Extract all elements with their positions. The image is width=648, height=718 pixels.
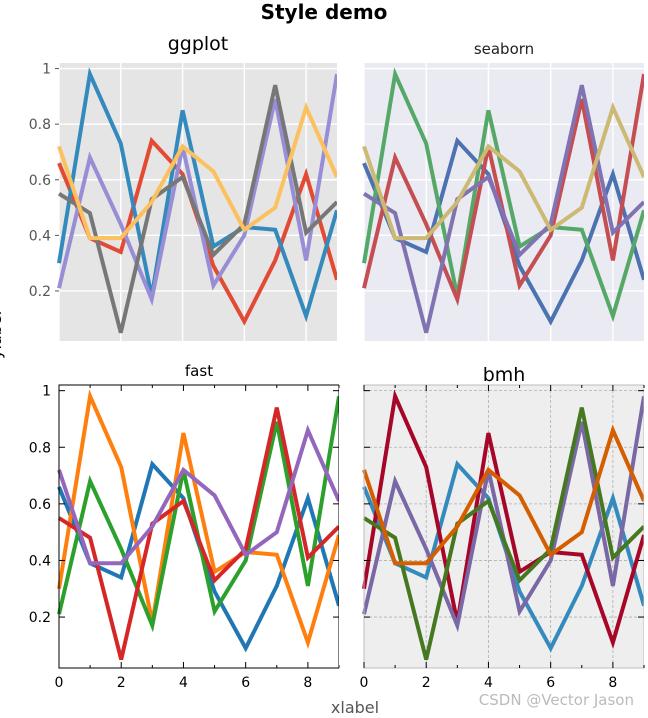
x-tick-label: 6 (241, 675, 250, 691)
series-line-2 (362, 67, 646, 323)
y-tick-label: 0.6 (29, 173, 51, 189)
subplot-title: ggplot (168, 33, 229, 55)
clip-mask (644, 61, 648, 343)
figure-title: Style demo (260, 0, 388, 24)
x-tick-label: 8 (303, 675, 312, 691)
series-line-5 (57, 101, 339, 241)
subplot-seaborn: seaborn (362, 40, 648, 343)
y-tick-label: 1 (42, 384, 51, 400)
series-line-5 (362, 101, 646, 241)
subplot-title: bmh (483, 364, 526, 386)
x-tick-label: 2 (422, 675, 431, 691)
subplot-fast: 0.2 0.4 0.6 0.8 1 0 2 4 6 8 fast (29, 362, 343, 691)
x-tick-label: 4 (179, 675, 188, 691)
subplot-title: seaborn (474, 40, 534, 58)
y-tick-label: 0.8 (29, 117, 51, 133)
y-tick-label: 1 (42, 62, 51, 78)
clip-mask (339, 383, 343, 670)
series-line-5 (362, 424, 646, 566)
x-tick-label: 4 (484, 675, 493, 691)
y-tick-label: 0.8 (29, 440, 51, 456)
subplot-ggplot: 0.2 0.4 0.6 0.8 1 ggplot (29, 33, 341, 343)
y-tick-label: 0.2 (29, 284, 51, 300)
series-line-2 (57, 389, 341, 650)
watermark: CSDN @Vector Jason (478, 691, 634, 709)
subplot-bmh: 0 2 4 6 8 bmh (360, 364, 648, 691)
x-axis-label: xlabel (330, 698, 380, 717)
y-tick-label: 0.4 (29, 228, 51, 244)
x-tick-label: 8 (608, 675, 617, 691)
x-tick-label: 2 (117, 675, 126, 691)
series-line-5 (57, 424, 341, 566)
x-tick-label: 0 (55, 675, 64, 691)
clip-mask (337, 61, 341, 343)
series-line-2 (362, 389, 646, 650)
series-line-2 (57, 67, 339, 323)
x-tick-label: 6 (546, 675, 555, 691)
y-tick-label: 0.4 (29, 553, 51, 569)
y-tick-label: 0.6 (29, 497, 51, 513)
y-axis-label: ylabel (0, 310, 5, 359)
subplot-title: fast (185, 362, 213, 380)
y-tick-label: 0.2 (29, 610, 51, 626)
x-tick-label: 0 (360, 675, 369, 691)
clip-mask (644, 383, 648, 670)
